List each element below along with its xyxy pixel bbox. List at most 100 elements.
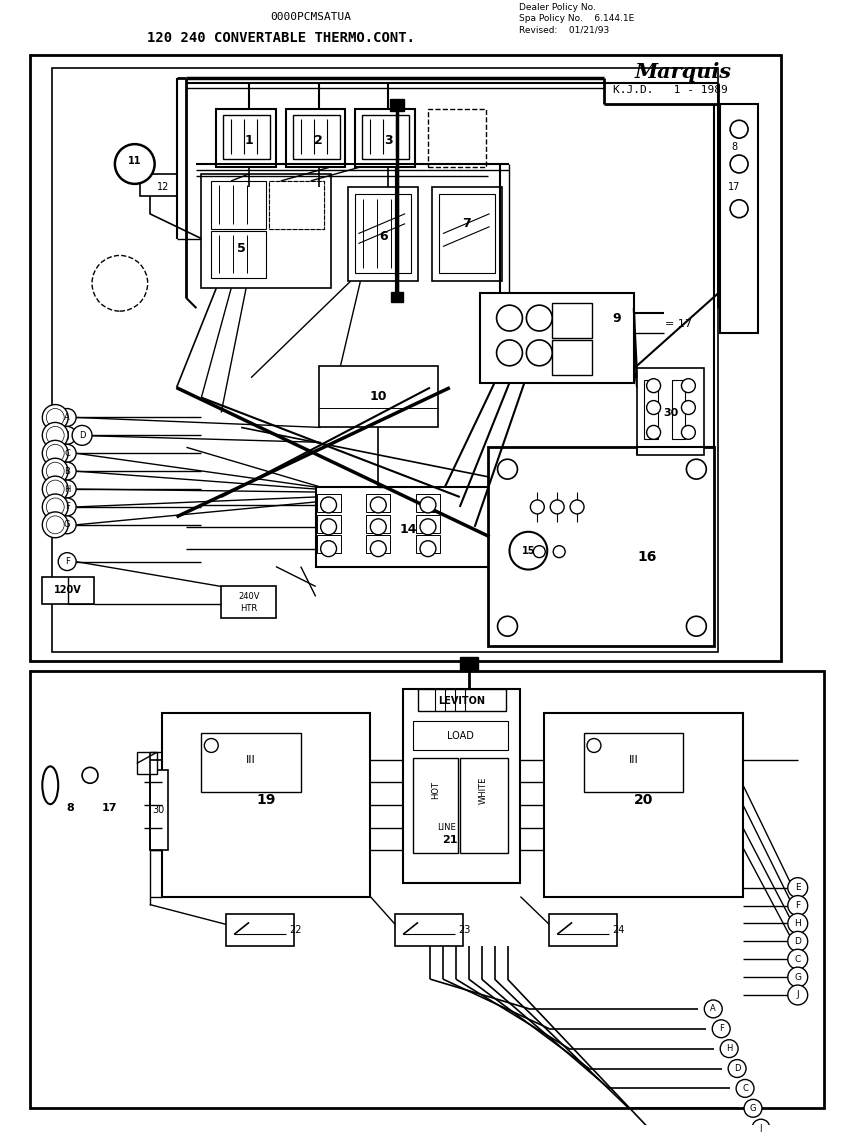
Circle shape: [42, 404, 68, 430]
Text: F: F: [65, 557, 70, 566]
Text: 12: 12: [157, 182, 170, 191]
FancyBboxPatch shape: [31, 54, 781, 661]
Circle shape: [420, 541, 436, 557]
Circle shape: [58, 427, 76, 445]
FancyBboxPatch shape: [355, 194, 411, 273]
Text: LEVITON: LEVITON: [439, 696, 485, 705]
Circle shape: [42, 422, 68, 448]
FancyBboxPatch shape: [139, 174, 178, 196]
Circle shape: [497, 460, 518, 479]
FancyBboxPatch shape: [315, 487, 500, 567]
Text: 6: 6: [379, 230, 388, 243]
Bar: [269, 181, 324, 229]
Text: III: III: [629, 755, 638, 765]
Text: 0000PCMSATUA: 0000PCMSATUA: [270, 12, 351, 22]
Text: 30: 30: [152, 805, 165, 815]
FancyBboxPatch shape: [150, 771, 167, 850]
Text: 1: 1: [245, 134, 253, 147]
Text: G: G: [794, 972, 802, 981]
Circle shape: [46, 462, 65, 480]
FancyBboxPatch shape: [292, 115, 339, 158]
FancyBboxPatch shape: [317, 515, 341, 533]
FancyBboxPatch shape: [317, 494, 341, 512]
Text: H: H: [795, 919, 801, 928]
FancyBboxPatch shape: [212, 181, 266, 229]
Text: C: C: [795, 954, 801, 963]
Text: LOAD: LOAD: [447, 730, 474, 740]
Text: K.J.D.   1 - 1989: K.J.D. 1 - 1989: [613, 85, 728, 95]
Text: III: III: [246, 755, 256, 765]
Circle shape: [553, 546, 565, 558]
FancyBboxPatch shape: [286, 110, 345, 168]
Text: D: D: [79, 431, 85, 440]
FancyBboxPatch shape: [366, 515, 390, 533]
Circle shape: [46, 516, 65, 534]
Text: LINE: LINE: [438, 823, 456, 832]
Circle shape: [58, 409, 76, 427]
Circle shape: [587, 738, 601, 753]
Circle shape: [788, 967, 808, 987]
Circle shape: [46, 480, 65, 498]
Circle shape: [730, 199, 748, 217]
Circle shape: [115, 144, 155, 183]
FancyBboxPatch shape: [212, 231, 266, 278]
Circle shape: [46, 498, 65, 516]
Text: 9: 9: [613, 311, 621, 325]
FancyBboxPatch shape: [52, 68, 718, 652]
Circle shape: [42, 494, 68, 520]
Circle shape: [42, 458, 68, 484]
Circle shape: [526, 306, 552, 331]
Circle shape: [647, 379, 660, 393]
Circle shape: [72, 426, 92, 445]
FancyBboxPatch shape: [413, 721, 507, 751]
FancyBboxPatch shape: [549, 915, 617, 946]
Circle shape: [320, 541, 337, 557]
Circle shape: [496, 306, 523, 331]
FancyBboxPatch shape: [584, 732, 683, 792]
Text: 5: 5: [237, 242, 246, 255]
Circle shape: [320, 497, 337, 513]
Text: 15: 15: [522, 546, 536, 556]
Text: G: G: [750, 1104, 756, 1113]
FancyBboxPatch shape: [403, 689, 520, 883]
Text: 21: 21: [442, 835, 457, 844]
Circle shape: [58, 445, 76, 462]
Text: WHITE: WHITE: [479, 777, 488, 804]
Circle shape: [497, 616, 518, 636]
Text: A: A: [65, 413, 70, 422]
Text: 8: 8: [731, 143, 737, 152]
Text: Dealer Policy No.: Dealer Policy No.: [519, 3, 597, 12]
FancyBboxPatch shape: [31, 671, 824, 1108]
Text: Marquis: Marquis: [635, 61, 732, 82]
Text: 14: 14: [400, 523, 416, 537]
Text: C: C: [65, 448, 70, 457]
Circle shape: [570, 500, 584, 514]
Text: 30: 30: [663, 408, 678, 418]
Circle shape: [682, 426, 695, 439]
Circle shape: [42, 440, 68, 466]
Text: 120V: 120V: [54, 585, 82, 595]
FancyBboxPatch shape: [162, 713, 371, 897]
FancyBboxPatch shape: [416, 534, 440, 552]
Text: D: D: [794, 937, 802, 946]
FancyBboxPatch shape: [505, 526, 552, 575]
FancyBboxPatch shape: [432, 187, 502, 281]
Circle shape: [42, 512, 68, 538]
Circle shape: [58, 516, 76, 534]
FancyBboxPatch shape: [366, 534, 390, 552]
Circle shape: [58, 480, 76, 498]
Text: A: A: [711, 1004, 717, 1013]
FancyBboxPatch shape: [720, 104, 758, 333]
FancyBboxPatch shape: [226, 915, 294, 946]
Text: 16: 16: [637, 550, 656, 564]
Circle shape: [46, 427, 65, 445]
Text: F: F: [65, 503, 70, 512]
Text: D: D: [734, 1064, 740, 1073]
Circle shape: [730, 155, 748, 173]
Circle shape: [682, 401, 695, 414]
Circle shape: [371, 541, 386, 557]
Text: J: J: [66, 431, 68, 440]
Circle shape: [320, 518, 337, 534]
Circle shape: [744, 1099, 762, 1117]
Bar: [428, 110, 485, 168]
